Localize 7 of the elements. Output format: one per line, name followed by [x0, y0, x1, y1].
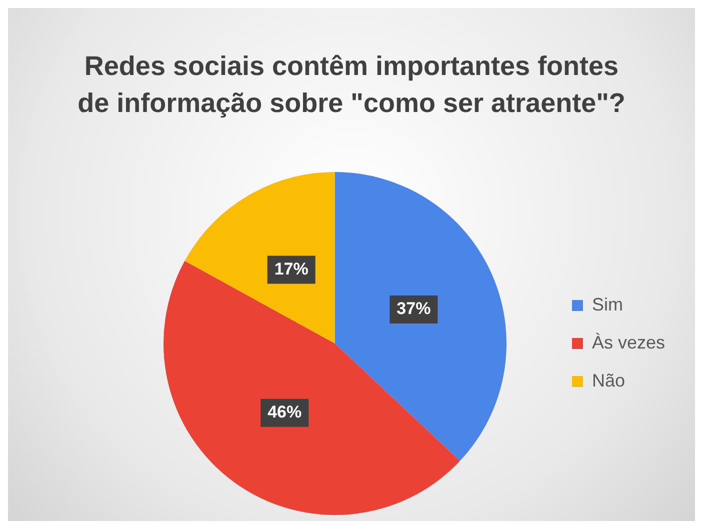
legend-label: Às vezes — [592, 332, 666, 352]
legend-label: Não — [592, 370, 626, 390]
data-label: 46% — [268, 402, 302, 422]
legend-label: Sim — [592, 294, 623, 314]
data-label: 17% — [274, 259, 308, 278]
chart-title: Redes sociais contêm importantes fontes de informação sobre "como ser atraente"? — [76, 50, 626, 120]
data-label: 37% — [396, 299, 431, 318]
